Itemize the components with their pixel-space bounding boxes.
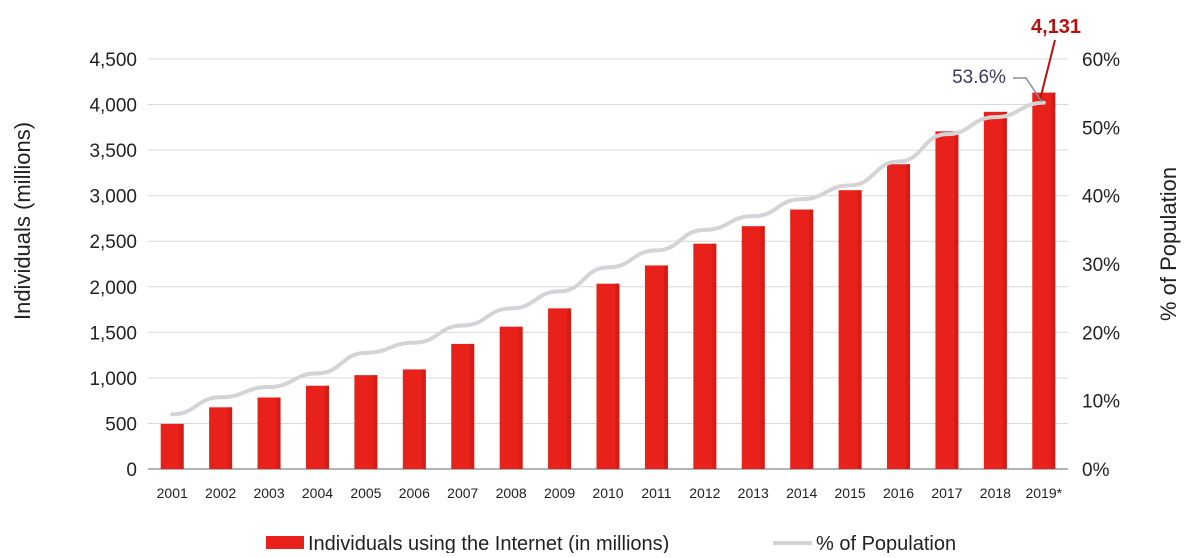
x-tick-label: 2016 xyxy=(883,485,914,501)
x-tick-label: 2011 xyxy=(641,485,671,501)
bar-shade xyxy=(761,226,765,469)
legend-label-line: % of Population xyxy=(816,533,956,553)
bar-shade xyxy=(906,164,910,469)
y-tick-label: 1,500 xyxy=(89,323,137,344)
y2-tick-label: 0% xyxy=(1082,460,1110,481)
bar-shade xyxy=(373,375,377,469)
bar-shade xyxy=(664,265,668,469)
y-tick-label: 2,500 xyxy=(89,232,137,253)
x-tick-label: 2014 xyxy=(786,485,817,501)
x-tick-label: 2008 xyxy=(496,485,527,501)
y-tick-label: 4,500 xyxy=(89,50,137,71)
legend: Individuals using the Internet (in milli… xyxy=(266,533,956,553)
x-tick-label: 2018 xyxy=(980,485,1011,501)
bar-shade xyxy=(228,407,232,469)
legend-swatch-bar xyxy=(266,536,304,549)
bar-shade xyxy=(1003,112,1007,469)
legend-label-bar: Individuals using the Internet (in milli… xyxy=(308,533,669,553)
line-value-annotation: 53.6% xyxy=(952,67,1006,88)
x-tick-label: 2010 xyxy=(592,485,623,501)
y-tick-label: 3,500 xyxy=(89,141,137,162)
bar-shade xyxy=(1051,93,1055,469)
y2-tick-label: 30% xyxy=(1082,255,1120,276)
bar-shade xyxy=(712,244,716,469)
y-tick-label: 1,000 xyxy=(89,369,137,390)
bar-shade xyxy=(180,424,184,469)
x-tick-label: 2006 xyxy=(399,485,430,501)
x-tick-label: 2009 xyxy=(544,485,575,501)
y-tick-label: 0 xyxy=(126,460,137,481)
y-tick-label: 2,000 xyxy=(89,278,137,299)
bar-shade xyxy=(325,386,329,469)
x-tick-label: 2001 xyxy=(157,485,188,501)
x-tick-label: 2005 xyxy=(350,485,381,501)
bar-shade xyxy=(858,190,862,469)
x-tick-label: 2007 xyxy=(447,485,478,501)
bar-shade xyxy=(519,327,523,469)
y2-tick-label: 60% xyxy=(1082,50,1120,71)
bar-shade xyxy=(277,397,281,469)
x-tick-label: 2002 xyxy=(205,485,236,501)
x-tick-label: 2015 xyxy=(835,485,866,501)
x-tick-label: 2019* xyxy=(1025,485,1062,501)
bar-value-annotation: 4,131 xyxy=(1031,16,1081,38)
y-tick-label: 4,000 xyxy=(89,96,137,117)
bar-shade xyxy=(954,131,958,469)
y2-tick-label: 50% xyxy=(1082,118,1120,139)
bar-shade xyxy=(567,308,571,469)
y2-tick-label: 20% xyxy=(1082,323,1120,344)
bar-shade xyxy=(616,284,620,469)
bar-annotation-leader xyxy=(1040,40,1055,101)
bar-shade xyxy=(809,210,813,469)
x-tick-label: 2017 xyxy=(931,485,962,501)
bar-shade xyxy=(470,344,474,469)
y2-tick-label: 10% xyxy=(1082,392,1120,413)
y2-axis-title: % of Population xyxy=(1156,167,1181,321)
bar-shade xyxy=(422,369,426,469)
x-tick-label: 2013 xyxy=(738,485,769,501)
x-tick-label: 2003 xyxy=(253,485,284,501)
x-tick-label: 2004 xyxy=(302,485,333,501)
y-axis-title: Individuals (millions) xyxy=(10,122,35,320)
y2-tick-label: 40% xyxy=(1082,187,1120,208)
y-tick-label: 3,000 xyxy=(89,187,137,208)
y-tick-label: 500 xyxy=(105,414,137,435)
x-tick-label: 2012 xyxy=(689,485,720,501)
